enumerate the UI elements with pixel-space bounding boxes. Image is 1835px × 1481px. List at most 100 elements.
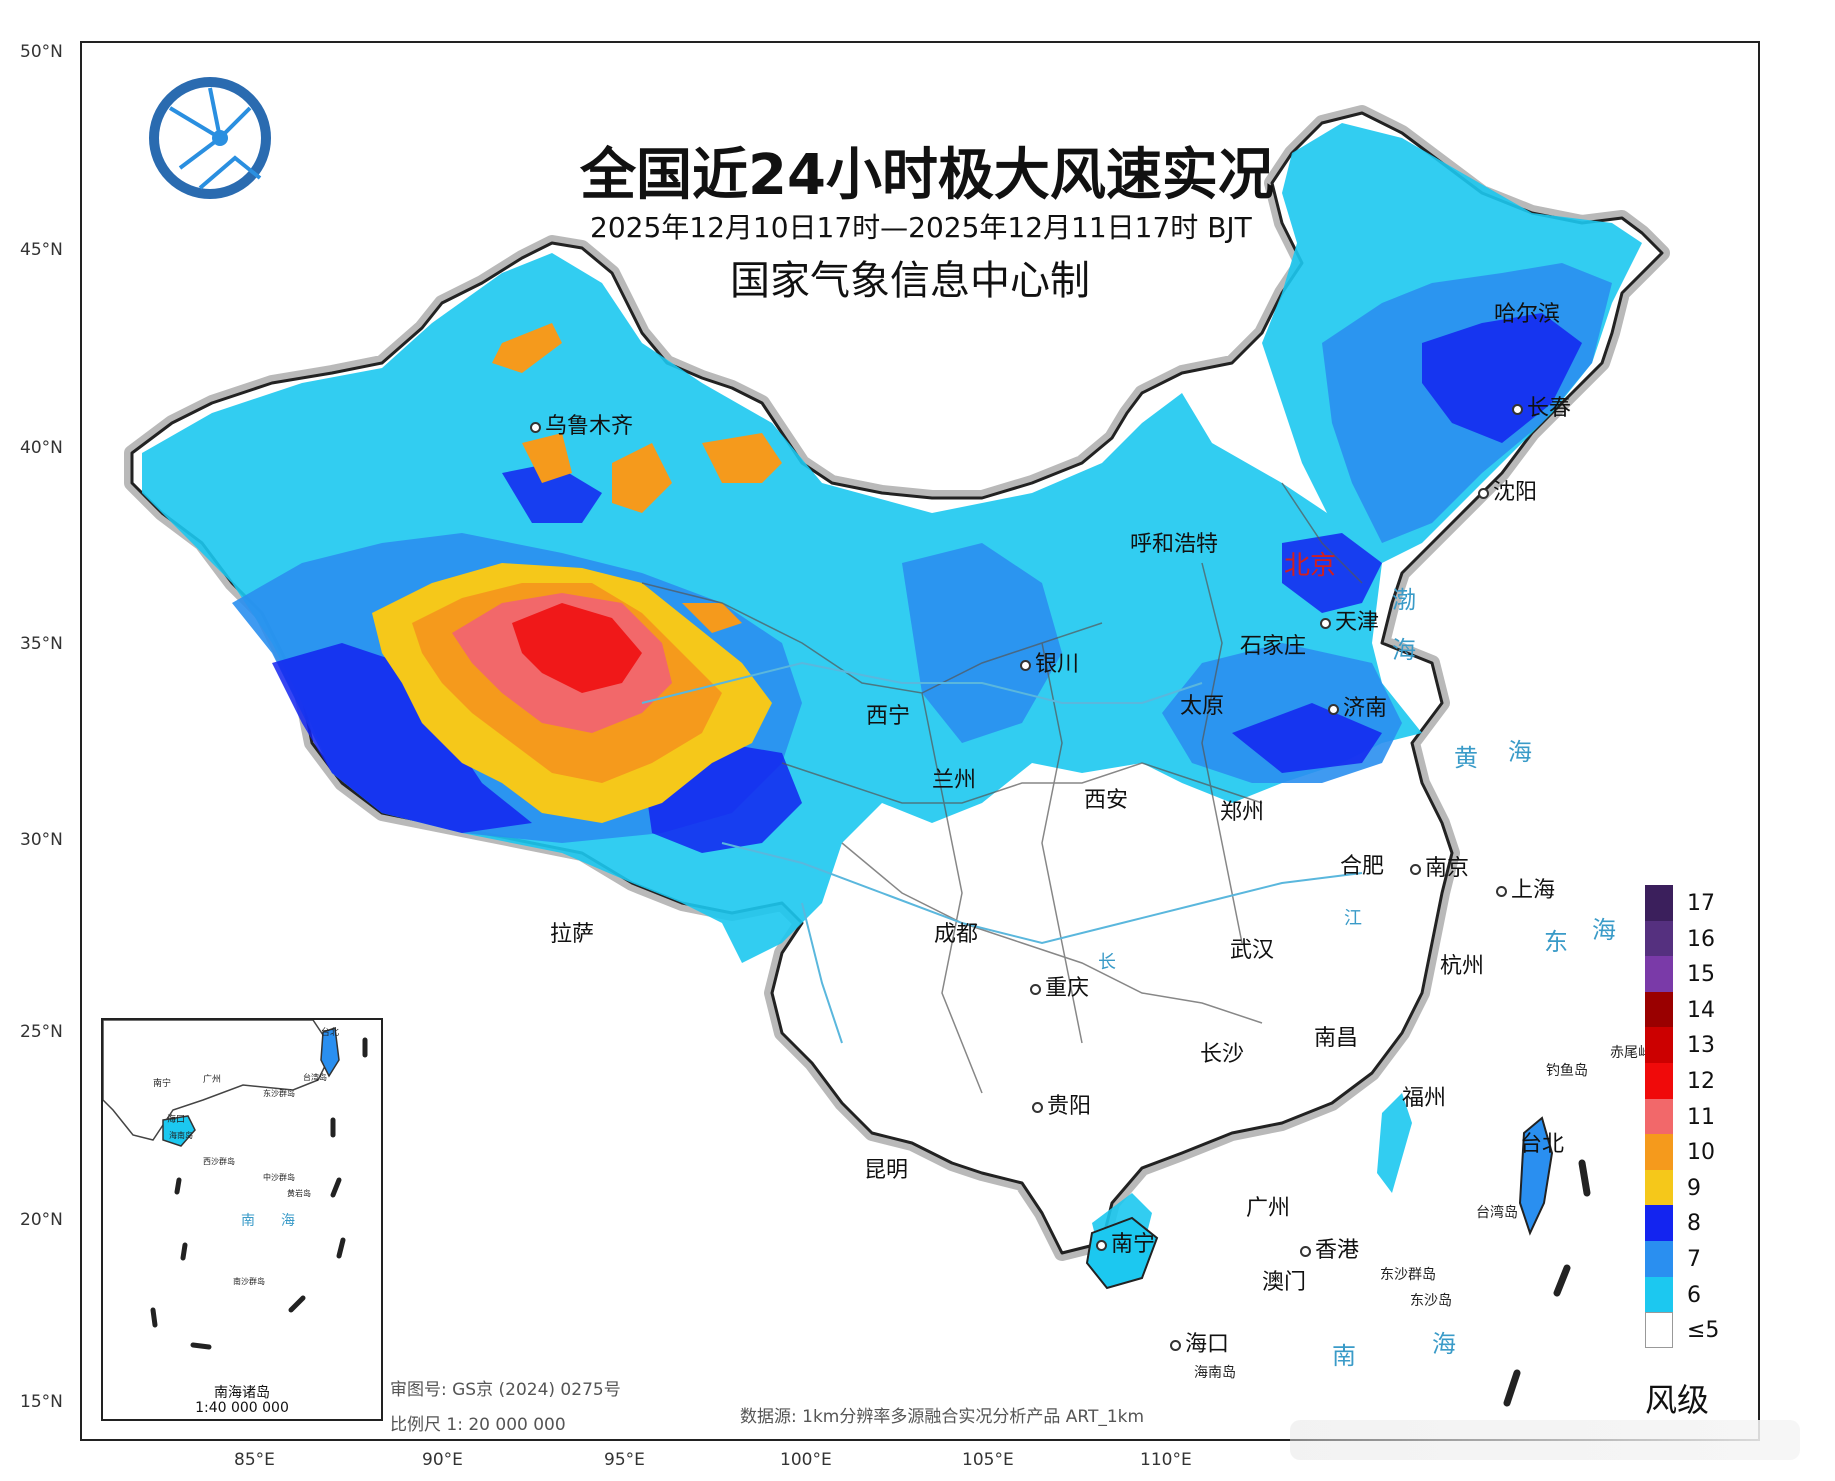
city-nanjing: 南京 <box>1410 850 1469 882</box>
city-lhasa: 拉萨 <box>550 922 595 947</box>
label-dongsha-islands: 东沙群岛 <box>1380 1267 1436 1283</box>
approval-number: 审图号: GS京 (2024) 0275号 <box>390 1380 621 1400</box>
legend-swatch <box>1645 1098 1673 1135</box>
legend: 17 16 15 14 13 12 11 10 9 8 7 6 ≤5 <box>1645 885 1785 1348</box>
city-urumqi: 乌鲁木齐 <box>530 408 633 440</box>
city-shijiazhuang: 石家庄 <box>1240 634 1307 659</box>
legend-row: 14 <box>1645 991 1785 1028</box>
city-hongkong: 香港 <box>1300 1232 1359 1264</box>
legend-label: 7 <box>1687 1246 1701 1272</box>
legend-row: 8 <box>1645 1205 1785 1241</box>
legend-swatch <box>1645 1240 1673 1277</box>
city-fuzhou: 福州 <box>1402 1086 1447 1111</box>
province-boundaries <box>641 482 1363 1094</box>
wind-level-12-areas <box>512 603 642 693</box>
legend-swatch <box>1645 1205 1673 1241</box>
city-shanghai: 上海 <box>1496 872 1555 904</box>
legend-swatch <box>1645 1062 1673 1099</box>
inset-label-huangyan: 黄岩岛 <box>287 1189 311 1198</box>
producer: 国家气象信息中心制 <box>730 258 1090 304</box>
legend-row: 7 <box>1645 1240 1785 1277</box>
label-dongsha: 东沙岛 <box>1410 1293 1452 1309</box>
city-yinchuan: 银川 <box>1020 646 1079 678</box>
legend-row: 10 <box>1645 1134 1785 1170</box>
time-range: 2025年12月10日17时—2025年12月11日17时 BJT <box>590 211 1252 244</box>
legend-row: 11 <box>1645 1098 1785 1135</box>
inset-label-hainan: 海南岛 <box>169 1131 193 1140</box>
city-beijing: 北京 <box>1284 551 1337 581</box>
legend-swatch <box>1645 1027 1673 1063</box>
data-source: 数据源: 1km分辨率多源融合实况分析产品 ART_1km <box>740 1407 1145 1427</box>
map-title: 全国近24小时极大风速实况 <box>580 143 1274 208</box>
lat-label-35: 35°N <box>20 634 63 654</box>
city-nanning: 南宁 <box>1096 1226 1155 1258</box>
legend-row: 12 <box>1645 1062 1785 1099</box>
legend-row: ≤5 <box>1645 1312 1785 1348</box>
inset-label-nanhai-1: 南 <box>241 1213 255 1229</box>
city-lanzhou: 兰州 <box>932 768 977 793</box>
map-frame <box>80 41 1760 1441</box>
legend-row: 9 <box>1645 1169 1785 1206</box>
lat-label-40: 40°N <box>20 438 63 458</box>
legend-row: 6 <box>1645 1276 1785 1313</box>
legend-label: 17 <box>1687 891 1715 916</box>
inset-label-xisha: 西沙群岛 <box>203 1157 235 1166</box>
city-harbin: 哈尔滨 <box>1494 302 1561 327</box>
city-hangzhou: 杭州 <box>1440 954 1485 979</box>
legend-label: 13 <box>1687 1033 1715 1059</box>
inset-map <box>103 1020 368 1350</box>
wind-map <box>124 105 1670 1407</box>
sea-nanhai-2: 海 <box>1432 1330 1456 1358</box>
inset-label-nansha: 南沙群岛 <box>233 1277 265 1286</box>
city-wuhan: 武汉 <box>1230 938 1275 963</box>
legend-label: 10 <box>1687 1140 1715 1166</box>
map-scale: 比例尺 1: 20 000 000 <box>390 1415 566 1435</box>
legend-label: 6 <box>1687 1282 1701 1308</box>
lon-label-100: 100°E <box>780 1450 832 1470</box>
inset-label-taiwan: 台湾岛 <box>303 1073 327 1082</box>
city-tianjin: 天津 <box>1320 604 1379 636</box>
lon-label-105: 105°E <box>962 1450 1014 1470</box>
inset-label-guangzhou: 广州 <box>203 1075 222 1085</box>
legend-swatch <box>1645 1276 1673 1313</box>
inset-label-nanning: 南宁 <box>153 1079 172 1089</box>
label-chiwei: 赤尾屿 <box>1610 1045 1652 1061</box>
lat-label-50: 50°N <box>20 42 63 62</box>
lat-label-25: 25°N <box>20 1022 63 1042</box>
legend-swatch <box>1645 956 1673 992</box>
rivers <box>641 661 1363 1044</box>
legend-swatch <box>1645 991 1673 1028</box>
maritime-boundary-dashes <box>1503 1159 1591 1407</box>
legend-swatch <box>1645 1312 1673 1348</box>
river-label-chang: 长 <box>1098 952 1116 973</box>
legend-row: 15 <box>1645 956 1785 992</box>
inset-label-taipei: 台北 <box>321 1028 340 1038</box>
sea-huanghai-1: 黄 <box>1454 744 1478 772</box>
legend-label: 15 <box>1687 962 1715 988</box>
city-shenyang: 沈阳 <box>1478 474 1537 506</box>
sea-bohai-2: 海 <box>1392 636 1416 664</box>
wind-level-8-areas <box>272 313 1582 853</box>
taiwan-island <box>1518 1116 1554 1236</box>
river-label-jiang: 江 <box>1344 908 1362 929</box>
city-guangzhou: 广州 <box>1246 1196 1291 1221</box>
label-diaoyu: 钓鱼岛 <box>1546 1063 1588 1079</box>
lat-label-15: 15°N <box>20 1392 63 1412</box>
sea-donghai-1: 东 <box>1544 928 1568 956</box>
inset-label-nanhai-2: 海 <box>281 1213 295 1229</box>
label-taiwan: 台湾岛 <box>1476 1205 1518 1221</box>
city-chengdu: 成都 <box>934 922 979 947</box>
legend-swatch <box>1645 920 1673 957</box>
city-hefei: 合肥 <box>1340 854 1385 879</box>
inset-label-haikou: 海口 <box>167 1115 186 1125</box>
city-xian: 西安 <box>1084 788 1129 813</box>
city-haikou: 海口 <box>1170 1326 1229 1358</box>
legend-row: 16 <box>1645 920 1785 957</box>
lat-label-30: 30°N <box>20 830 63 850</box>
city-taipei: 台北 <box>1520 1132 1565 1157</box>
cma-logo <box>144 72 276 204</box>
city-kunming: 昆明 <box>864 1158 909 1183</box>
city-macau: 澳门 <box>1262 1270 1307 1295</box>
sea-huanghai-2: 海 <box>1508 738 1532 766</box>
legend-label: 11 <box>1687 1104 1715 1130</box>
